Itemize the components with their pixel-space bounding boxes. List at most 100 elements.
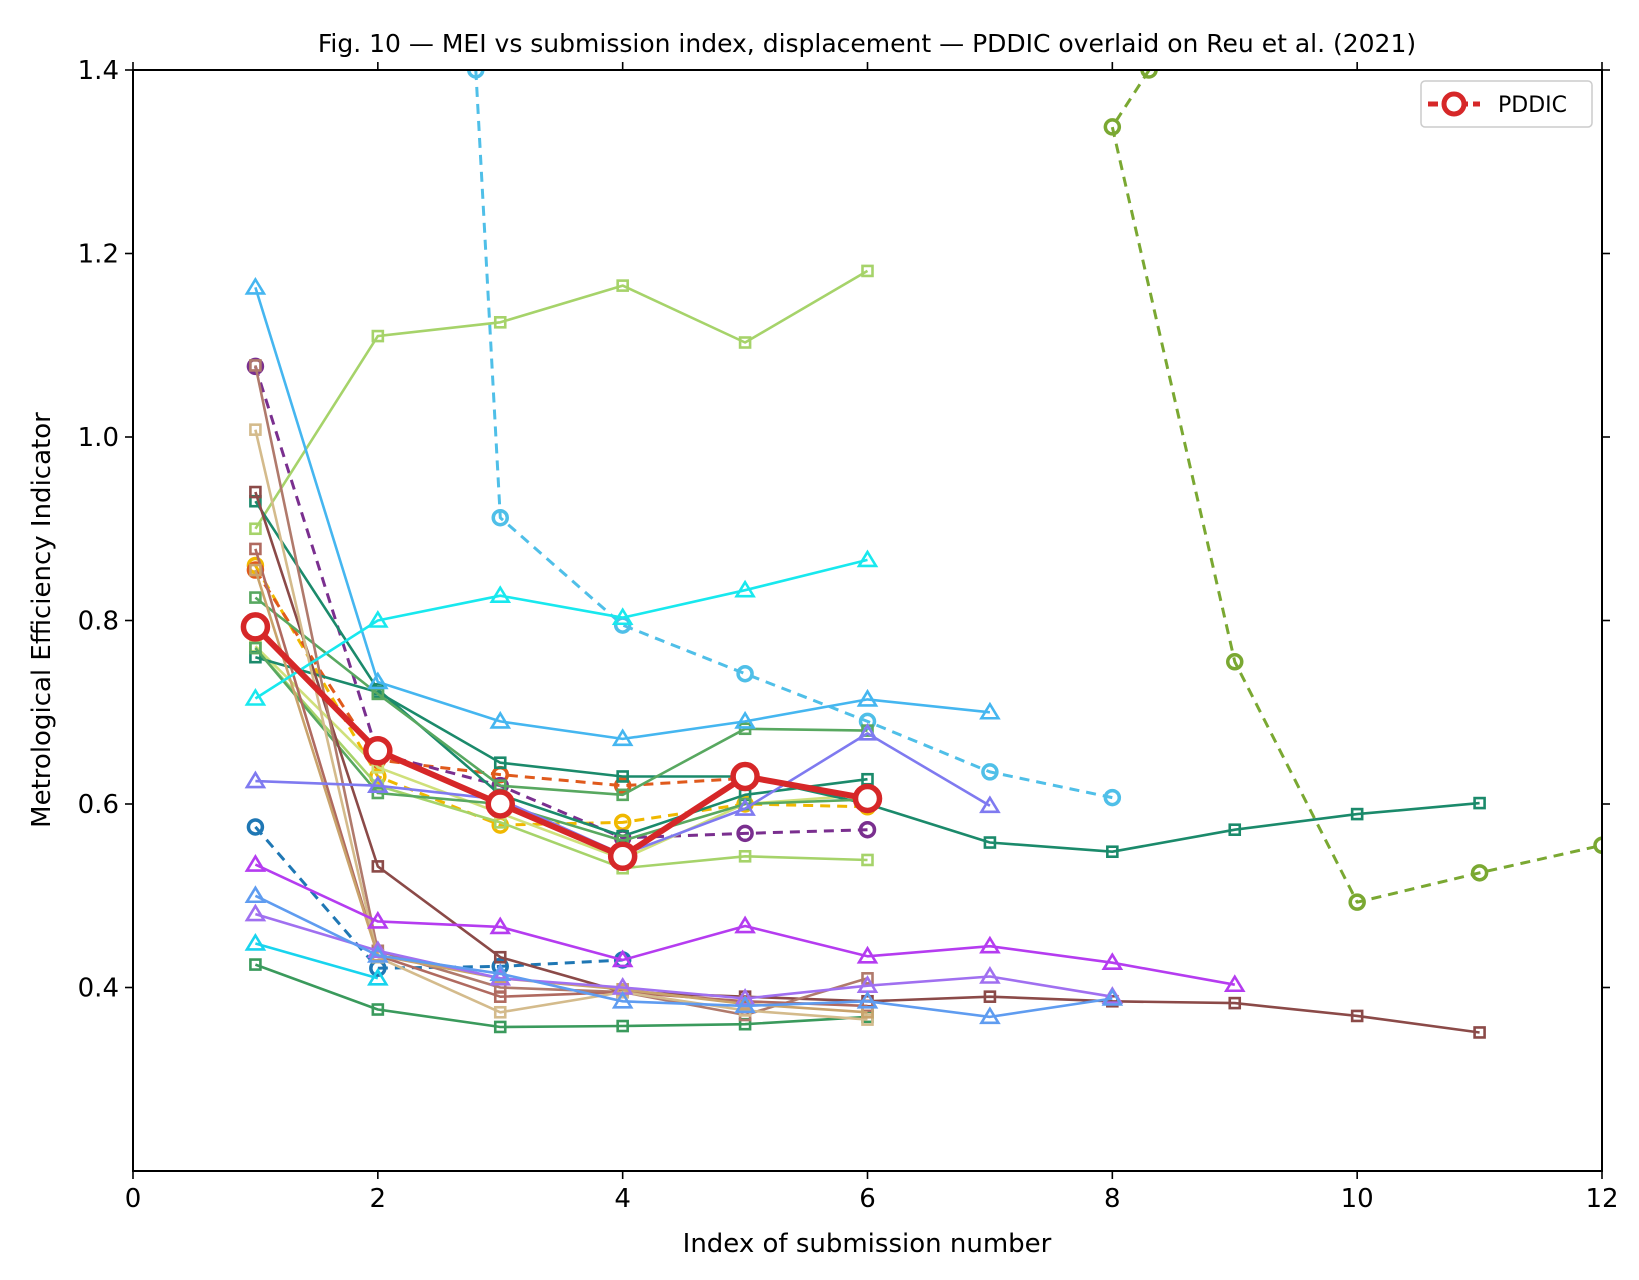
- series-15-point: [371, 860, 385, 873]
- series-14-line: [254, 963, 868, 1029]
- pddic-point: [485, 789, 515, 819]
- series-21-point: [734, 579, 756, 598]
- series-20-point: [367, 671, 389, 690]
- chart-title: Fig. 10 — MEI vs submission index, displ…: [318, 29, 1416, 58]
- series-18-point: [493, 1005, 507, 1019]
- series-20-line: [254, 287, 991, 741]
- series-13-point: [371, 786, 385, 800]
- series-4-line: [254, 825, 623, 970]
- series-13-point: [249, 641, 262, 655]
- series-7-point: [738, 336, 752, 349]
- series-15-point: [493, 950, 507, 964]
- series-14-point: [371, 1003, 385, 1016]
- series-14-point: [493, 1020, 507, 1034]
- series-3: [246, 357, 877, 847]
- x-tick-label: 4: [614, 1184, 631, 1214]
- series-5-point: [491, 508, 509, 527]
- series-10-point: [983, 836, 997, 849]
- series-7: [249, 264, 874, 536]
- series-26-point: [734, 995, 756, 1014]
- series-22-point: [367, 967, 389, 986]
- series-20-point: [734, 710, 756, 729]
- series-6: [1103, 70, 1602, 911]
- pddic-line: [253, 624, 869, 860]
- axes-layer: 0 2 4 6 8 10 12 0.4 0.6 0.8 1.0 1.2 1.4: [78, 56, 1619, 1214]
- series-24-line: [254, 863, 1236, 986]
- series-2-point: [613, 776, 632, 795]
- pddic-point: [730, 761, 760, 792]
- series-21-point: [244, 687, 267, 706]
- series-7-line: [254, 269, 869, 530]
- series-24-point: [489, 916, 512, 935]
- y-tick-label: 0.8: [78, 607, 119, 637]
- y-tick-label: 0.4: [78, 974, 119, 1004]
- series-8-point: [861, 853, 874, 867]
- series-26-point: [244, 885, 267, 904]
- series-16-line: [254, 365, 868, 1017]
- series-23-point: [979, 795, 1001, 814]
- series-26-point: [489, 963, 512, 982]
- series-25-line: [255, 912, 1113, 1000]
- series-5-line: [474, 70, 1113, 800]
- legend-box: [1420, 80, 1593, 128]
- series-26: [244, 885, 1124, 1025]
- y-axis-label: Metrological Efficiency Indicator: [27, 412, 57, 828]
- pddic-point: [363, 736, 393, 766]
- series-12-line: [254, 596, 868, 797]
- series-3-point: [858, 820, 877, 839]
- series-2-line: [254, 569, 746, 788]
- series-21-point: [489, 585, 512, 604]
- series-22: [244, 932, 389, 986]
- series-25-point: [979, 965, 1001, 984]
- y-tick-label: 1.2: [78, 240, 119, 270]
- series-25-point: [367, 940, 389, 959]
- series-20: [244, 276, 1001, 747]
- series-6-point: [1348, 893, 1366, 911]
- pddic-point: [852, 783, 883, 814]
- series-21-point: [856, 549, 879, 568]
- series-8-line: [254, 647, 868, 870]
- series-5-point: [467, 70, 485, 79]
- x-tick-label: 0: [125, 1184, 142, 1214]
- series-23-point: [856, 722, 879, 741]
- series-7-point: [249, 522, 262, 536]
- series-17-point: [249, 542, 262, 556]
- series-15-point: [983, 990, 997, 1003]
- series-7-point: [861, 264, 874, 278]
- series-10-point: [616, 770, 629, 783]
- series-26-point: [979, 1006, 1001, 1025]
- series-20-point: [244, 276, 267, 295]
- series-20-point: [856, 688, 879, 707]
- y-tick-label: 1.4: [78, 56, 119, 86]
- series-18-point: [861, 1013, 874, 1026]
- series-5: [467, 70, 1122, 807]
- series-12-point: [249, 591, 262, 604]
- series-6-line: [1110, 70, 1602, 904]
- series-26-point: [856, 990, 879, 1009]
- legend-marker: [1441, 91, 1467, 117]
- series-12-point: [616, 788, 629, 802]
- series-24-point: [1223, 974, 1246, 993]
- series-6-point: [1593, 836, 1602, 855]
- series-4: [246, 818, 632, 977]
- series-15-point: [249, 485, 262, 499]
- series-21-line: [254, 558, 868, 700]
- series-7-point: [616, 279, 629, 292]
- series-12: [249, 591, 874, 802]
- series-5-point: [981, 763, 999, 781]
- series-16: [249, 359, 874, 1022]
- series-5-point: [1103, 788, 1122, 807]
- series-10-point: [493, 756, 507, 770]
- series-26-point: [367, 944, 389, 963]
- series-10-point: [1473, 796, 1486, 810]
- series-25-point: [734, 988, 756, 1006]
- pddic-point: [607, 841, 638, 872]
- x-tick-label: 8: [1104, 1184, 1121, 1214]
- series-23-point: [367, 775, 389, 793]
- series-25-point: [489, 967, 512, 986]
- series-3-line: [253, 365, 868, 840]
- pddic-point: [240, 612, 271, 642]
- series-1-line: [254, 564, 868, 827]
- series-20-point: [611, 728, 634, 747]
